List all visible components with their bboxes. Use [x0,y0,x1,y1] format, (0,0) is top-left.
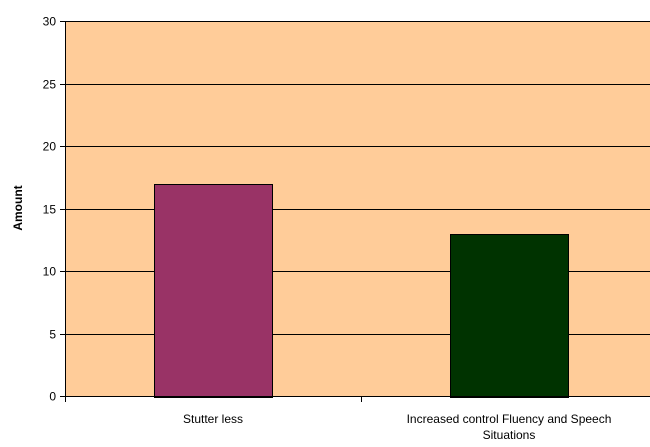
x-category-label: Increased control Fluency and Speech [407,412,612,426]
y-tick-label: 25 [43,78,57,92]
y-tick-label: 30 [43,15,57,29]
x-category-label: Stutter less [183,412,243,426]
y-tick-labels: 0 5 10 15 20 25 30 [43,15,57,404]
x-category-labels: Stutter less Increased control Fluency an… [183,412,611,442]
y-axis-title: Amount [11,185,25,230]
bar [154,184,273,398]
y-tick-label: 0 [49,390,56,404]
y-tick-label: 20 [43,140,57,154]
y-tick-label: 5 [49,328,56,342]
bar [450,234,569,398]
y-tick-label: 15 [43,203,57,217]
bars [154,184,569,398]
axes [60,21,650,402]
y-tick-label: 10 [43,265,57,279]
x-category-label: Situations [483,428,536,442]
